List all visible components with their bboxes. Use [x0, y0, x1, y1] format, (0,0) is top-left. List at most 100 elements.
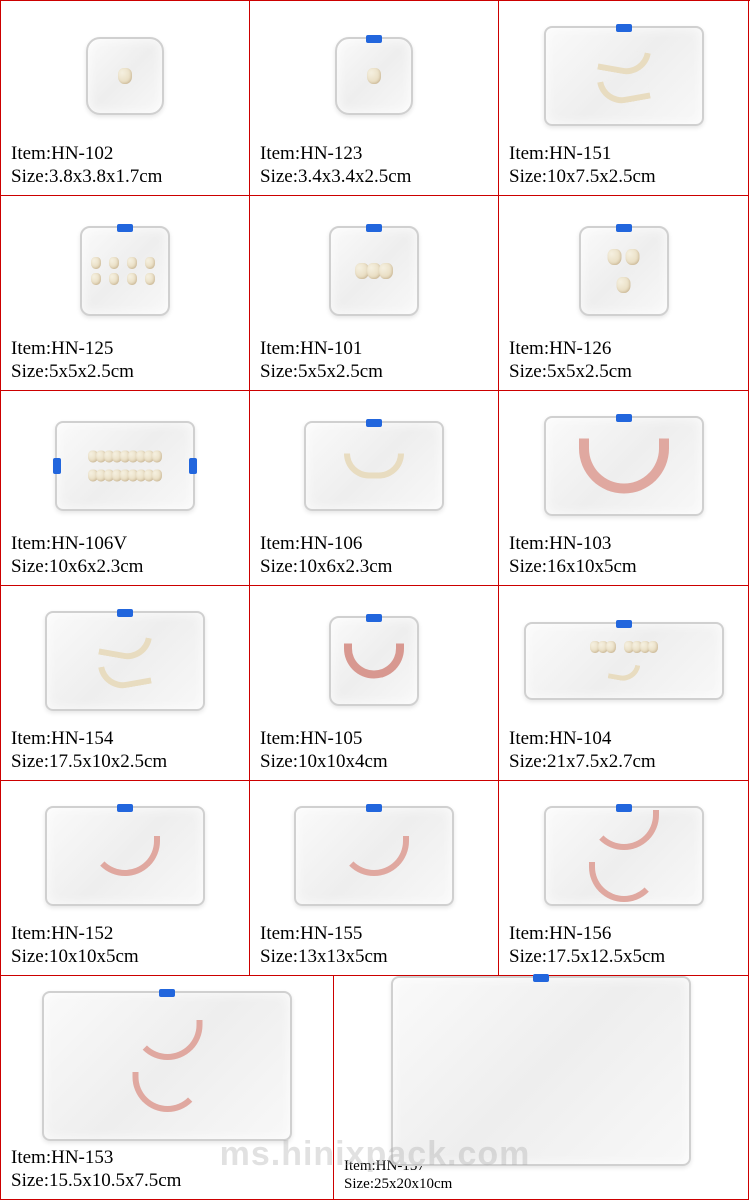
- item-size: Size:17.5x10x2.5cm: [11, 751, 239, 774]
- dental-box: [80, 226, 170, 316]
- item-code: Item:HN-105: [260, 728, 488, 751]
- box-clip: [616, 24, 632, 32]
- product-image-area: [260, 204, 488, 338]
- product-cell-hn-106v: Item:HN-106VSize:10x6x2.3cm: [1, 391, 250, 586]
- product-image-area: [11, 594, 239, 728]
- catalog-container: Item:HN-102Size:3.8x3.8x1.7cm Item:HN-123…: [0, 0, 750, 1200]
- dental-box: [55, 421, 195, 511]
- product-image-area: [260, 789, 488, 923]
- product-cell-hn-156: Item:HN-156Size:17.5x12.5x5cm: [499, 781, 749, 976]
- dental-box: [86, 37, 164, 115]
- product-label: Item:HN-106Size:10x6x2.3cm: [260, 533, 488, 579]
- product-cell-hn-126: Item:HN-126Size:5x5x2.5cm: [499, 196, 749, 391]
- box-clip: [117, 224, 133, 232]
- box-clip: [366, 614, 382, 622]
- item-code: Item:HN-153: [11, 1147, 323, 1170]
- product-image-area: [11, 399, 239, 533]
- box-clip: [159, 989, 175, 997]
- item-code: Item:HN-156: [509, 923, 738, 946]
- product-label: Item:HN-152Size:10x10x5cm: [11, 923, 239, 969]
- box-contents: [344, 644, 404, 679]
- product-label: Item:HN-153Size:15.5x10.5x7.5cm: [11, 1147, 323, 1193]
- box-contents: [106, 1020, 229, 1112]
- box-contents: [90, 836, 160, 876]
- box-clip: [117, 804, 133, 812]
- dental-box: [294, 806, 454, 906]
- dental-box: [335, 37, 413, 115]
- dental-box: [524, 622, 724, 700]
- product-label: Item:HN-102Size:3.8x3.8x1.7cm: [11, 143, 239, 189]
- product-cell-hn-152: Item:HN-152Size:10x10x5cm: [1, 781, 250, 976]
- product-image-area: [260, 399, 488, 533]
- item-code: Item:HN-106: [260, 533, 488, 556]
- product-cell-hn-125: Item:HN-125Size:5x5x2.5cm: [1, 196, 250, 391]
- box-contents: [86, 634, 164, 688]
- product-image-area: [509, 204, 738, 338]
- product-cell-hn-101: Item:HN-101Size:5x5x2.5cm: [250, 196, 499, 391]
- item-size: Size:5x5x2.5cm: [260, 361, 488, 384]
- box-clip: [616, 224, 632, 232]
- product-label: Item:HN-125Size:5x5x2.5cm: [11, 338, 239, 384]
- product-label: Item:HN-154Size:17.5x10x2.5cm: [11, 728, 239, 774]
- item-code: Item:HN-101: [260, 338, 488, 361]
- box-contents: [344, 454, 404, 479]
- product-label: Item:HN-155Size:13x13x5cm: [260, 923, 488, 969]
- item-code: Item:HN-151: [509, 143, 738, 166]
- product-label: Item:HN-105Size:10x10x4cm: [260, 728, 488, 774]
- product-cell-hn-106: Item:HN-106Size:10x6x2.3cm: [250, 391, 499, 586]
- item-size: Size:13x13x5cm: [260, 946, 488, 969]
- item-size: Size:10x6x2.3cm: [260, 556, 488, 579]
- item-code: Item:HN-102: [11, 143, 239, 166]
- item-code: Item:HN-154: [11, 728, 239, 751]
- product-image-area: [11, 789, 239, 923]
- dental-box: [304, 421, 444, 511]
- item-code: Item:HN-126: [509, 338, 738, 361]
- item-size: Size:5x5x2.5cm: [11, 361, 239, 384]
- item-size: Size:3.8x3.8x1.7cm: [11, 166, 239, 189]
- product-label: Item:HN-101Size:5x5x2.5cm: [260, 338, 488, 384]
- dental-box: [544, 806, 704, 906]
- product-label: Item:HN-126Size:5x5x2.5cm: [509, 338, 738, 384]
- product-cell-hn-151: Item:HN-151Size:10x7.5x2.5cm: [499, 1, 749, 196]
- product-cell-hn-153: Item:HN-153Size:15.5x10.5x7.5cm: [1, 976, 334, 1200]
- item-size: Size:21x7.5x2.7cm: [509, 751, 738, 774]
- box-contents: [339, 836, 409, 876]
- box-contents: [585, 49, 663, 103]
- box-contents: [367, 68, 381, 84]
- box-clip: [533, 974, 549, 982]
- item-size: Size:5x5x2.5cm: [509, 361, 738, 384]
- item-code: Item:HN-152: [11, 923, 239, 946]
- product-label: Item:HN-103Size:16x10x5cm: [509, 533, 738, 579]
- box-contents: [91, 257, 159, 285]
- dental-box: [544, 26, 704, 126]
- product-cell-hn-104: Item:HN-104Size:21x7.5x2.7cm: [499, 586, 749, 781]
- box-clip: [366, 35, 382, 43]
- product-catalog-grid: Item:HN-102Size:3.8x3.8x1.7cm Item:HN-123…: [0, 0, 750, 1200]
- product-image-area: [509, 789, 738, 923]
- product-label: Item:HN-123Size:3.4x3.4x2.5cm: [260, 143, 488, 189]
- product-image-area: [260, 9, 488, 143]
- item-code: Item:HN-103: [509, 533, 738, 556]
- box-contents: [356, 263, 392, 279]
- box-clip: [53, 458, 61, 474]
- product-image-area: [344, 984, 738, 1157]
- dental-box: [544, 416, 704, 516]
- item-code: Item:HN-125: [11, 338, 239, 361]
- item-code: Item:HN-104: [509, 728, 738, 751]
- product-cell-hn-154: Item:HN-154Size:17.5x10x2.5cm: [1, 586, 250, 781]
- product-image-area: [11, 9, 239, 143]
- item-size: Size:15.5x10.5x7.5cm: [11, 1170, 323, 1193]
- product-cell-hn-123: Item:HN-123Size:3.4x3.4x2.5cm: [250, 1, 499, 196]
- box-contents: [575, 641, 673, 681]
- product-label: Item:HN-156Size:17.5x12.5x5cm: [509, 923, 738, 969]
- product-image-area: [11, 204, 239, 338]
- product-image-area: [509, 9, 738, 143]
- item-size: Size:10x7.5x2.5cm: [509, 166, 738, 189]
- item-code: Item:HN-155: [260, 923, 488, 946]
- box-clip: [366, 419, 382, 427]
- item-code: Item:HN-106V: [11, 533, 239, 556]
- box-clip: [189, 458, 197, 474]
- box-clip: [117, 609, 133, 617]
- product-cell-hn-157: Item:HN-157Size:25x20x10cm: [334, 976, 749, 1200]
- dental-box: [329, 616, 419, 706]
